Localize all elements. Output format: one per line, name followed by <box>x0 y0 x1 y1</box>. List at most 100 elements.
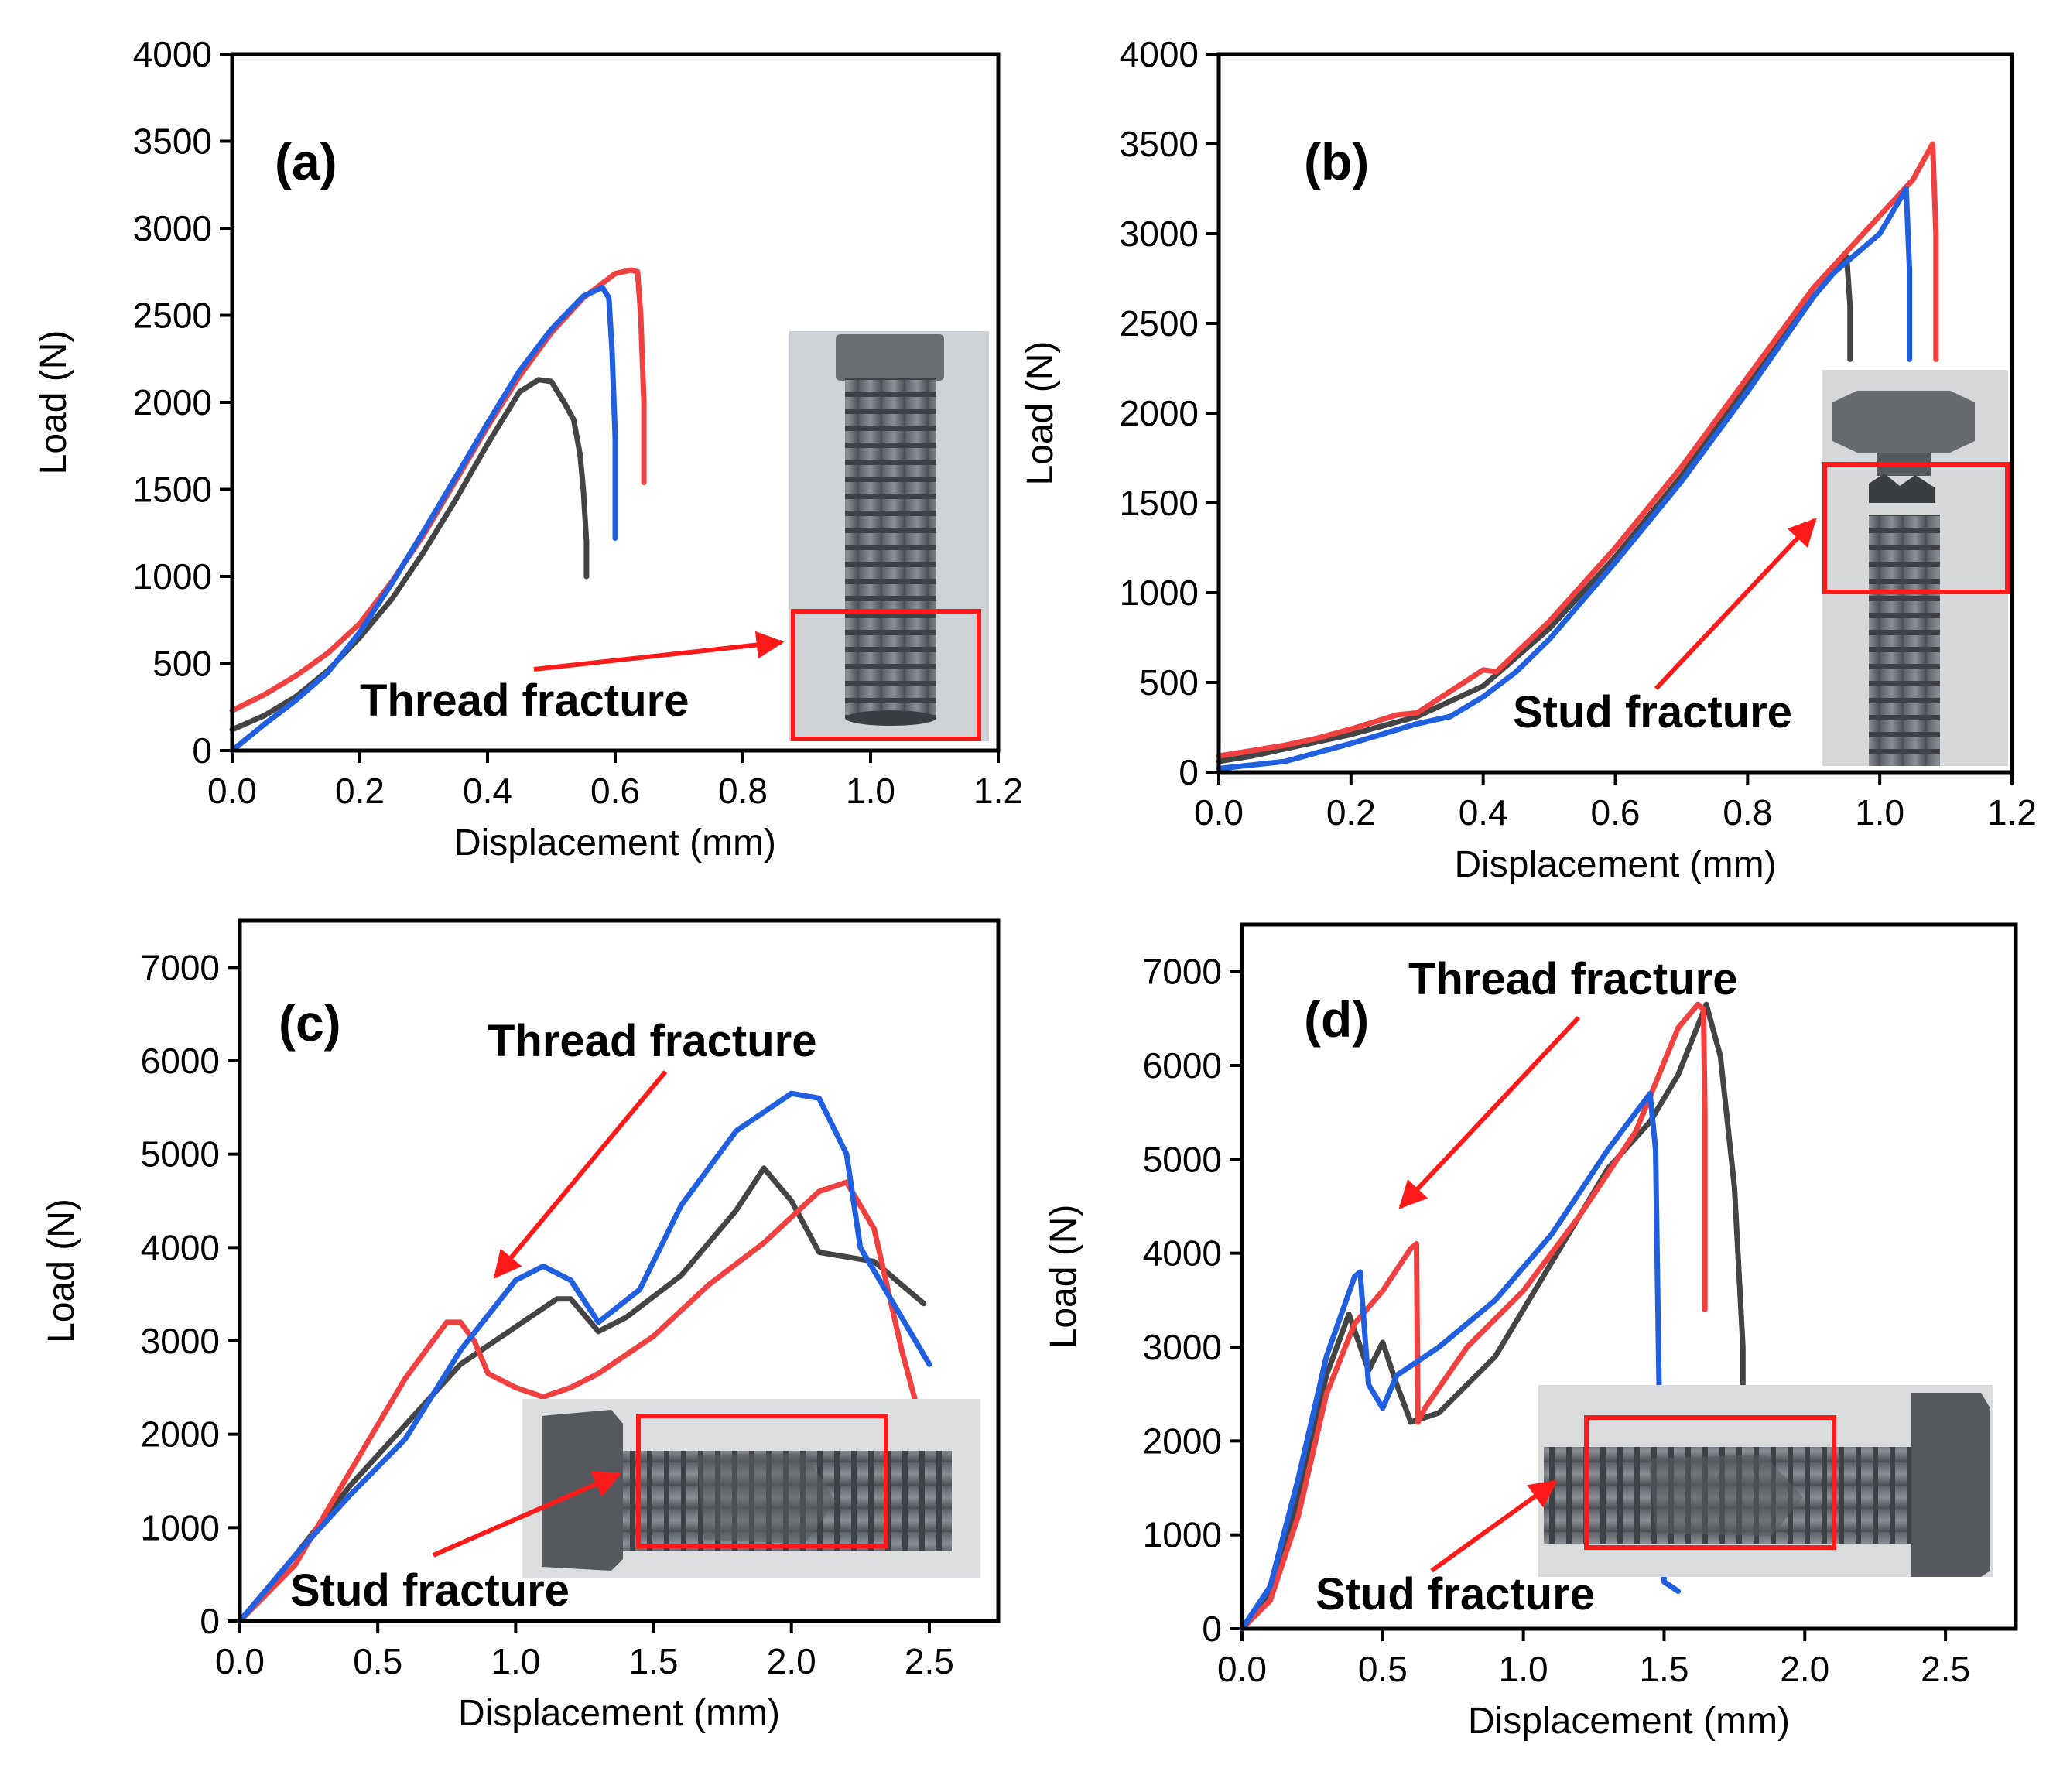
series-line-3 <box>1239 1090 1682 1632</box>
x-tick-label: 0.0 <box>1194 792 1244 833</box>
x-tick-label: 0.2 <box>335 771 385 811</box>
y-tick-label: 4000 <box>1143 1233 1222 1274</box>
panel-d-ylabel: Load (N) <box>1043 1205 1084 1349</box>
panel-a-arrow <box>533 631 785 672</box>
panel-d-arrow-stud <box>1430 1479 1558 1573</box>
y-tick-label: 1500 <box>133 470 212 510</box>
x-tick-label: 2.0 <box>1780 1649 1829 1689</box>
y-tick-label: 3000 <box>141 1321 220 1361</box>
panel-c: 0.0 0.5 1.0 1.5 2.0 2.5 0 1000 2000 3000 4000 5000 6… <box>41 918 1001 1734</box>
y-tick-label: 3500 <box>133 121 212 162</box>
panel-b-arrow <box>1654 518 1817 691</box>
panel-d-ticks: 0.0 0.5 1.0 1.5 2.0 2.5 0 1000 2000 3000 4000 5000 6… <box>1143 952 1970 1689</box>
x-tick-label: 0.8 <box>718 771 768 811</box>
y-tick-label: 2000 <box>141 1414 220 1455</box>
panel-a-ylabel: Load (N) <box>33 330 74 475</box>
panel-a-annotation-thread: Thread fracture <box>360 675 689 726</box>
x-tick-label: 0.2 <box>1326 792 1376 833</box>
y-tick-label: 2500 <box>133 296 212 336</box>
x-tick-label: 1.0 <box>846 771 895 811</box>
y-tick-label: 3000 <box>1143 1327 1222 1367</box>
y-tick-label: 4000 <box>141 1227 220 1267</box>
panel-c-highlight-box <box>636 1414 888 1548</box>
series-line-3 <box>229 285 618 754</box>
x-tick-label: 0.5 <box>1358 1649 1408 1689</box>
panel-c-annotation-thread: Thread fracture <box>488 1016 816 1066</box>
panel-b-ticks: 0.0 0.2 0.4 0.6 0.8 1.0 1.2 0 500 1000 1500 2000 250… <box>1120 34 2037 833</box>
panel-d-annotation-stud: Stud fracture <box>1316 1569 1595 1619</box>
y-tick-label: 2500 <box>1120 303 1199 344</box>
x-tick-label: 1.2 <box>1987 792 2037 833</box>
x-tick-label: 1.5 <box>629 1641 679 1681</box>
panel-d-highlight-box <box>1584 1415 1836 1550</box>
panel-c-annotation-stud: Stud fracture <box>290 1565 570 1616</box>
y-tick-label: 2000 <box>1143 1421 1222 1461</box>
x-tick-label: 0.0 <box>207 771 257 811</box>
panel-a-frame <box>230 52 1001 753</box>
panel-b-highlight-box <box>1822 462 2010 594</box>
y-tick-label: 3000 <box>1120 214 1199 254</box>
panel-d-label: (d) <box>1304 990 1369 1048</box>
panel-a-highlight-box <box>791 609 981 741</box>
panel-b: 0.0 0.2 0.4 0.6 0.8 1.0 1.2 0 500 1000 1500 2000 250… <box>1020 34 2037 885</box>
y-tick-label: 1500 <box>1120 483 1199 523</box>
y-tick-label: 1000 <box>1120 573 1199 613</box>
panel-c-ylabel: Load (N) <box>41 1199 82 1343</box>
y-tick-label: 3000 <box>133 208 212 248</box>
series-line-1 <box>237 1165 927 1624</box>
series-line-2 <box>237 1179 919 1624</box>
panel-c-label: (c) <box>279 994 341 1052</box>
x-tick-label: 1.2 <box>973 771 1023 811</box>
y-tick-label: 1000 <box>141 1507 220 1547</box>
x-tick-label: 0.6 <box>590 771 640 811</box>
x-tick-label: 0.8 <box>1723 792 1772 833</box>
y-tick-label: 500 <box>1139 662 1199 703</box>
panel-d-series <box>1239 1001 1746 1632</box>
y-tick-label: 0 <box>1202 1609 1222 1649</box>
panel-a: 0.0 0.2 0.4 0.6 0.8 1.0 1.2 0 500 1000 1500 2000 250… <box>33 34 1023 864</box>
panel-b-label: (b) <box>1304 133 1369 190</box>
panel-c-frame <box>238 918 1001 1623</box>
panel-a-label: (a) <box>275 133 337 190</box>
y-tick-label: 0 <box>200 1601 220 1641</box>
x-tick-label: 2.0 <box>767 1641 816 1681</box>
x-tick-label: 1.5 <box>1639 1649 1689 1689</box>
y-tick-label: 7000 <box>1143 952 1222 992</box>
y-tick-label: 4000 <box>1120 34 1199 74</box>
series-line-1 <box>1239 1001 1746 1632</box>
y-tick-label: 5000 <box>141 1134 220 1175</box>
y-tick-label: 1000 <box>133 556 212 597</box>
x-tick-label: 0.0 <box>215 1641 265 1681</box>
panel-d-frame <box>1240 922 2018 1631</box>
y-tick-label: 7000 <box>141 947 220 987</box>
series-line-2 <box>1216 141 1939 759</box>
series-line-3 <box>237 1090 932 1624</box>
x-tick-label: 0.4 <box>463 771 512 811</box>
x-tick-label: 0.6 <box>1591 792 1641 833</box>
panel-b-annotation-stud: Stud fracture <box>1513 687 1792 737</box>
x-tick-label: 1.0 <box>1499 1649 1548 1689</box>
x-tick-label: 2.5 <box>1921 1649 1970 1689</box>
panel-c-series <box>237 1090 932 1624</box>
panel-b-ylabel: Load (N) <box>1020 341 1061 486</box>
y-tick-label: 0 <box>192 730 212 771</box>
series-line-2 <box>1239 1001 1708 1632</box>
y-tick-label: 2000 <box>133 382 212 422</box>
panel-a-series <box>229 267 647 754</box>
panel-b-xlabel: Displacement (mm) <box>1454 844 1776 885</box>
x-tick-label: 0.0 <box>1217 1649 1267 1689</box>
y-tick-label: 500 <box>152 644 212 684</box>
panel-c-xlabel: Displacement (mm) <box>458 1693 780 1734</box>
x-tick-label: 0.5 <box>353 1641 402 1681</box>
y-tick-label: 4000 <box>133 34 212 74</box>
panel-a-ticks: 0.0 0.2 0.4 0.6 0.8 1.0 1.2 0 500 1000 1500 2000 250… <box>133 34 1023 811</box>
y-tick-label: 1000 <box>1143 1515 1222 1555</box>
x-tick-label: 1.0 <box>1855 792 1904 833</box>
panel-a-xlabel: Displacement (mm) <box>454 822 776 864</box>
panel-c-arrow-thread <box>493 1070 668 1279</box>
panel-d: 0.0 0.5 1.0 1.5 2.0 2.5 0 1000 2000 3000 4000 5000 6… <box>1043 922 2018 1742</box>
series-line-3 <box>1216 186 1913 771</box>
y-tick-label: 0 <box>1179 752 1199 792</box>
y-tick-label: 3500 <box>1120 124 1199 164</box>
